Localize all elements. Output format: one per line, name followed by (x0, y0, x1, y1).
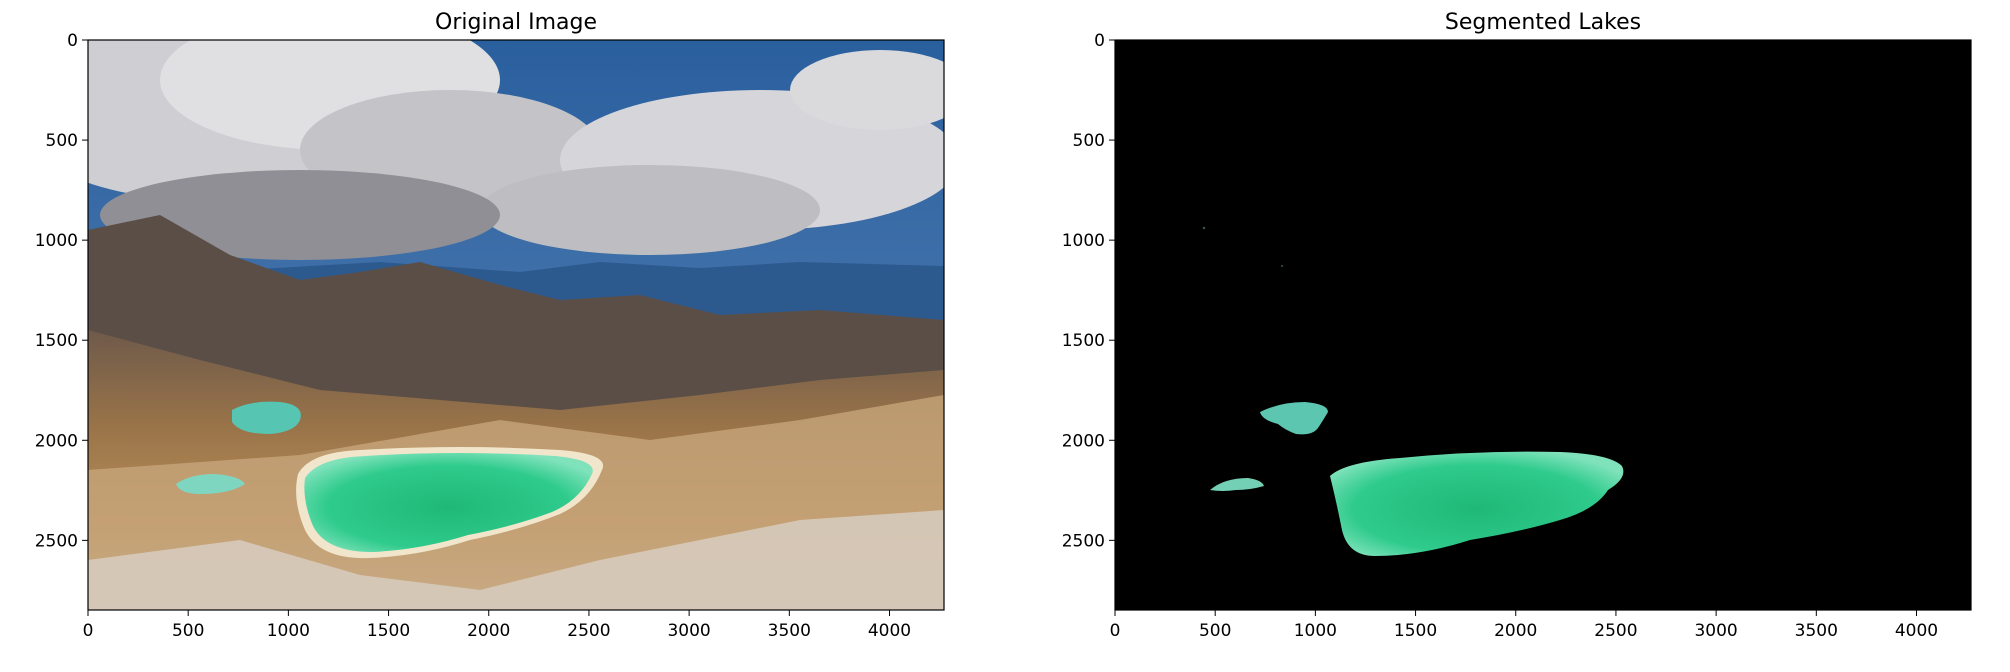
y-tick-label: 1500 (35, 331, 78, 351)
x-tick-label: 1500 (367, 621, 410, 641)
axes: 0 500 1000 1500 2000 2500 3000 3500 4000 0 500 1000… (35, 31, 945, 641)
y-tick-label: 1000 (35, 231, 78, 251)
axes: 0 500 1000 1500 2000 2500 3000 3500 4000 0 500 1000… (1062, 31, 1972, 641)
x-tick-label: 3000 (667, 621, 710, 641)
lake-mask-tiny (1210, 478, 1264, 491)
y-tick-label: 2500 (35, 531, 78, 551)
x-tick-label: 0 (83, 621, 94, 641)
x-tick-label: 500 (1199, 621, 1231, 641)
lake-mask-small (1260, 402, 1328, 435)
y-tick-label: 2000 (1062, 431, 1105, 451)
y-tick-label: 2000 (35, 431, 78, 451)
lake-mask-large (1330, 451, 1624, 556)
x-tick-label: 2000 (467, 621, 510, 641)
x-tick-label: 4000 (1895, 621, 1938, 641)
y-tick-label: 1500 (1062, 331, 1105, 351)
segmentation-mask (1115, 40, 1971, 610)
y-tick-label: 0 (67, 31, 78, 51)
y-tick-label: 500 (46, 131, 78, 151)
x-tick-label: 1000 (267, 621, 310, 641)
landscape-photo (88, 40, 944, 610)
x-tick-label: 3000 (1694, 621, 1737, 641)
x-tick-label: 3500 (1795, 621, 1838, 641)
y-tick-label: 2500 (1062, 531, 1105, 551)
x-tick-label: 4000 (868, 621, 911, 641)
chart-title: Original Image (435, 10, 597, 35)
x-tick-label: 2500 (1594, 621, 1637, 641)
x-tick-label: 1000 (1294, 621, 1337, 641)
panel-original-image: Original Image 0 500 1000 1500 2000 2500 3000 (35, 10, 945, 641)
y-tick-label: 0 (1094, 31, 1105, 51)
x-tick-label: 0 (1110, 621, 1121, 641)
axes-frame (87, 39, 945, 611)
y-tick-label: 500 (1073, 131, 1105, 151)
x-tick-label: 500 (172, 621, 204, 641)
y-tick-label: 1000 (1062, 231, 1105, 251)
x-tick-label: 2500 (567, 621, 610, 641)
axes-frame (1114, 39, 1972, 611)
panel-segmented-lakes: Segmented Lakes 0 500 1000 1500 2000 2500 3000… (1062, 10, 1972, 641)
x-tick-label: 2000 (1494, 621, 1537, 641)
x-tick-label: 3500 (768, 621, 811, 641)
chart-title: Segmented Lakes (1445, 10, 1641, 35)
x-tick-label: 1500 (1394, 621, 1437, 641)
